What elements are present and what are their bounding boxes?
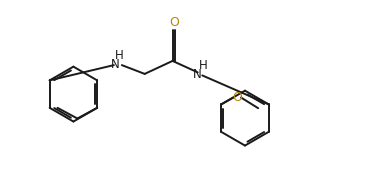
Text: H: H xyxy=(115,49,123,62)
Text: N: N xyxy=(193,68,201,81)
Text: O: O xyxy=(169,16,179,29)
Text: H: H xyxy=(199,59,207,72)
Text: N: N xyxy=(111,58,120,71)
Text: O: O xyxy=(232,91,242,104)
